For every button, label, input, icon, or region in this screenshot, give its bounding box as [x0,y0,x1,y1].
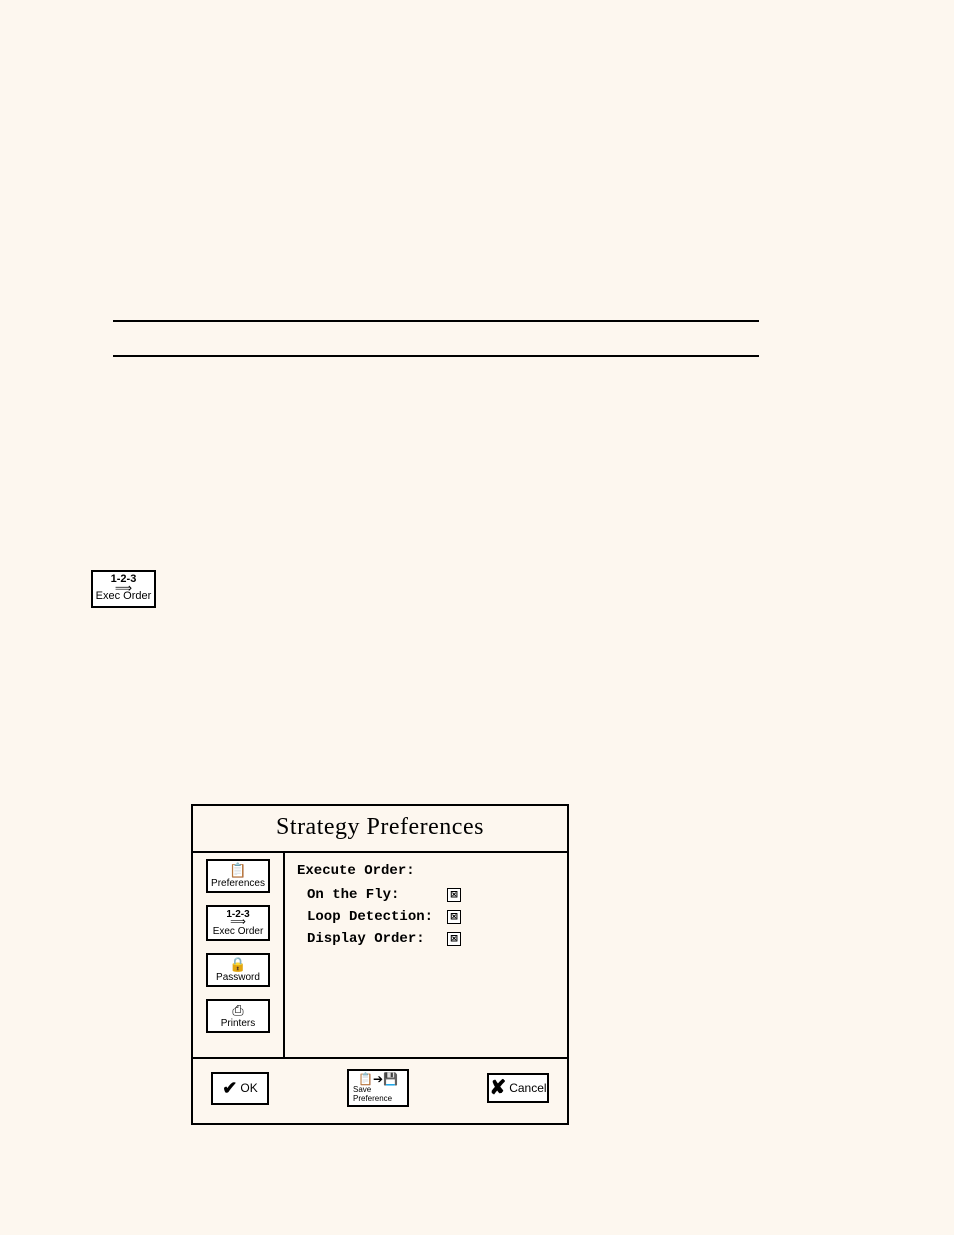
content-heading: Execute Order: [297,863,461,879]
save-preference-button[interactable]: 📋➔💾 Save Preference [347,1069,409,1107]
ok-button-label: OK [240,1081,257,1095]
option-label: On the Fly: [307,887,447,903]
exec-order-label: Exec Order [93,591,154,602]
dialog-title: Strategy Preferences [193,806,567,851]
check-icon: ✔ [222,1078,237,1099]
sidebar-item-label: Printers [221,1018,255,1029]
dialog-sidebar: 📋 Preferences 1-2-3 ⟹ Exec Order 🔒 Passw… [193,853,285,1057]
printer-icon: ⎙ [208,1003,268,1018]
sidebar-item-label: Password [216,972,260,983]
save-icon: 📋➔💾 [358,1073,398,1085]
divider-line-1 [113,320,759,322]
cancel-button[interactable]: ✘ Cancel [487,1073,549,1103]
exec-order-icon-standalone: 1-2-3 ⟹ Exec Order [91,570,156,608]
sidebar-item-exec-order[interactable]: 1-2-3 ⟹ Exec Order [206,905,270,941]
dialog-body: 📋 Preferences 1-2-3 ⟹ Exec Order 🔒 Passw… [193,851,567,1059]
x-icon: ✘ [489,1080,506,1096]
checkbox-on-the-fly[interactable]: ⊠ [447,888,461,902]
sidebar-item-preferences[interactable]: 📋 Preferences [206,859,270,893]
strategy-preferences-dialog: Strategy Preferences 📋 Preferences 1-2-3… [191,804,569,1125]
sidebar-item-printers[interactable]: ⎙ Printers [206,999,270,1033]
cancel-button-label: Cancel [509,1081,546,1095]
option-label: Loop Detection: [307,909,447,925]
save-button-label: Save Preference [353,1085,403,1103]
sidebar-item-password[interactable]: 🔒 Password [206,953,270,987]
dialog-footer: ✔ OK 📋➔💾 Save Preference ✘ Cancel [193,1059,567,1123]
clipboard-icon: 📋 [208,863,268,878]
option-row-on-the-fly: On the Fly: ⊠ [297,887,461,903]
dialog-content: Execute Order: On the Fly: ⊠ Loop Detect… [285,853,473,1057]
option-row-display-order: Display Order: ⊠ [297,931,461,947]
sidebar-item-label: Exec Order [213,926,264,937]
option-label: Display Order: [307,931,447,947]
option-row-loop-detection: Loop Detection: ⊠ [297,909,461,925]
sidebar-item-label: Preferences [211,878,265,889]
ok-button[interactable]: ✔ OK [211,1072,269,1105]
checkbox-display-order[interactable]: ⊠ [447,932,461,946]
checkbox-loop-detection[interactable]: ⊠ [447,910,461,924]
lock-icon: 🔒 [208,957,268,972]
divider-line-2 [113,355,759,357]
